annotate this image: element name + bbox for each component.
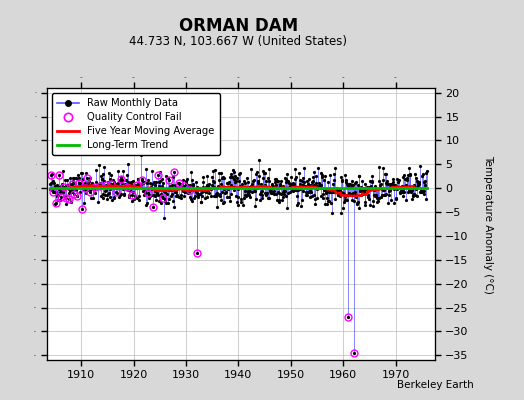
- Text: ORMAN DAM: ORMAN DAM: [179, 17, 298, 35]
- Y-axis label: Temperature Anomaly (°C): Temperature Anomaly (°C): [483, 154, 493, 294]
- Legend: Raw Monthly Data, Quality Control Fail, Five Year Moving Average, Long-Term Tren: Raw Monthly Data, Quality Control Fail, …: [52, 93, 220, 155]
- Text: 44.733 N, 103.667 W (United States): 44.733 N, 103.667 W (United States): [129, 36, 347, 48]
- Text: Berkeley Earth: Berkeley Earth: [397, 380, 473, 390]
